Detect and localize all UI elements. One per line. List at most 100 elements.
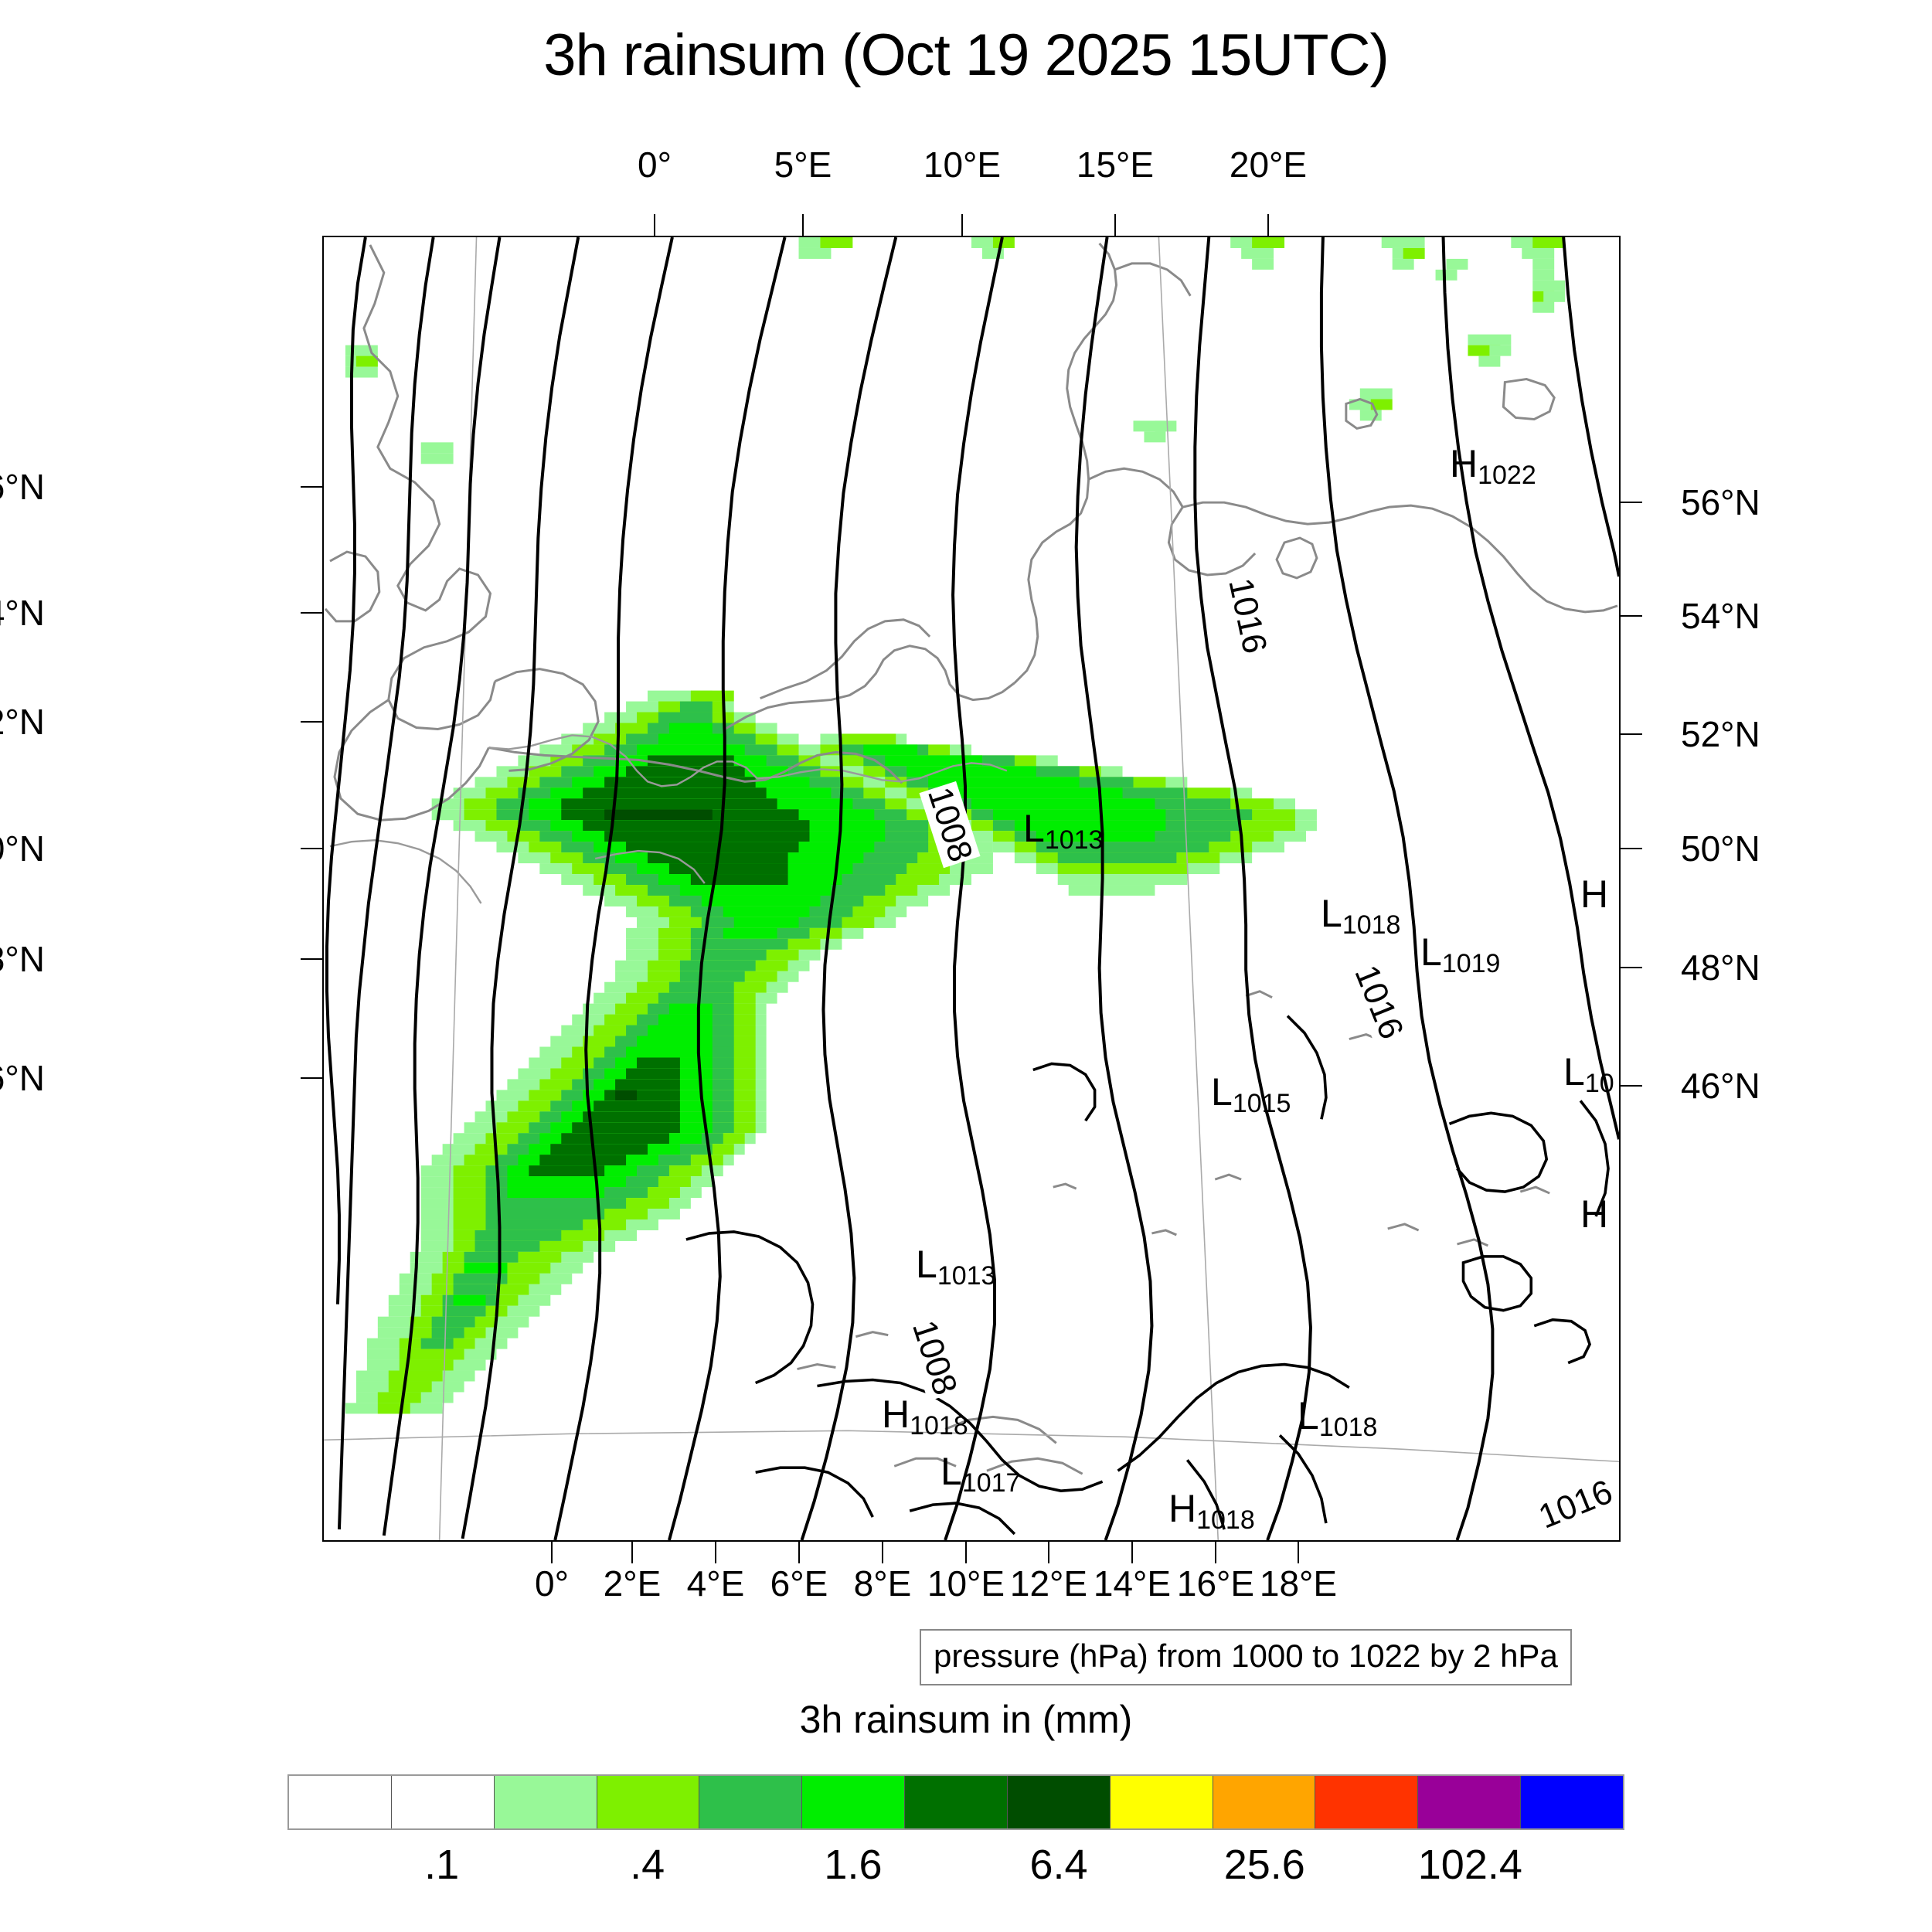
pressure-type: L	[940, 1450, 962, 1493]
axis-top-tick-0	[654, 214, 655, 236]
axis-bottom-label-0: 0°	[535, 1563, 569, 1604]
pressure-value: 1018	[1342, 910, 1401, 940]
page-title: 3h rainsum (Oct 19 2025 15UTC)	[0, 22, 1932, 89]
colorbar-swatch-12[interactable]	[1521, 1776, 1623, 1828]
pressure-value: 1015	[1233, 1089, 1291, 1118]
pressure-type: L	[1321, 892, 1342, 935]
axis-right-tick-5	[1621, 1085, 1642, 1087]
colorbar-swatch-7[interactable]	[1008, 1776, 1111, 1828]
colorbar-tick-4: 25.6	[1224, 1841, 1305, 1889]
pressure-type: L	[916, 1243, 937, 1286]
pressure-type: H	[882, 1393, 910, 1436]
axis-bottom-label-4: 8°E	[854, 1563, 912, 1604]
axis-bottom-tick-1	[631, 1542, 633, 1563]
colorbar-swatch-0[interactable]	[289, 1776, 392, 1828]
axis-left-tick-5	[301, 1077, 322, 1079]
axis-bottom-label-2: 4°E	[687, 1563, 745, 1604]
colorbar-swatch-9[interactable]	[1213, 1776, 1316, 1828]
colorbar-swatch-2[interactable]	[495, 1776, 597, 1828]
colorbar-tick-3: 6.4	[1029, 1841, 1087, 1889]
pressure-system-l-1013-a: L1013	[1023, 809, 1103, 848]
pressure-system-h-1018-a: H1018	[882, 1395, 968, 1434]
axis-bottom-tick-5	[965, 1542, 967, 1563]
axis-top-label-3: 15°E	[1077, 144, 1154, 185]
axis-left-label-4: 48°N	[0, 938, 45, 980]
colorbar-tick-5: 102.4	[1418, 1841, 1522, 1889]
colorbar-swatch-1[interactable]	[392, 1776, 495, 1828]
colorbar-title: 3h rainsum in (mm)	[0, 1697, 1932, 1742]
colorbar-swatch-11[interactable]	[1418, 1776, 1521, 1828]
colorbar-tick-1: .4	[630, 1841, 665, 1889]
map-canvas	[324, 237, 1619, 1540]
axis-right-label-1: 54°N	[1681, 595, 1760, 637]
axis-top-label-0: 0°	[638, 144, 672, 185]
pressure-system-l-1019: L1019	[1420, 933, 1500, 971]
axis-bottom-tick-4	[882, 1542, 883, 1563]
colorbar-swatch-4[interactable]	[699, 1776, 802, 1828]
pressure-system-h-1022: H1022	[1450, 444, 1536, 483]
axis-left-label-2: 52°N	[0, 701, 45, 743]
pressure-system-l-1018-b: L1018	[1298, 1396, 1377, 1435]
colorbar[interactable]	[287, 1774, 1624, 1830]
axis-right-label-3: 50°N	[1681, 828, 1760, 869]
pressure-value: 1017	[962, 1468, 1021, 1498]
axis-left-label-3: 50°N	[0, 828, 45, 869]
colorbar-swatch-8[interactable]	[1111, 1776, 1213, 1828]
pressure-type: H	[1580, 1192, 1608, 1236]
axis-bottom-label-7: 14°E	[1094, 1563, 1171, 1604]
pressure-type: L	[1298, 1394, 1319, 1437]
axis-bottom-tick-8	[1215, 1542, 1216, 1563]
pressure-type: H	[1580, 872, 1608, 916]
colorbar-tick-0: .1	[424, 1841, 459, 1889]
pressure-value: 10	[1585, 1069, 1614, 1098]
pressure-type: H	[1450, 442, 1478, 485]
colorbar-swatch-10[interactable]	[1315, 1776, 1418, 1828]
axis-right-label-5: 46°N	[1681, 1065, 1760, 1107]
axis-bottom-tick-7	[1131, 1542, 1133, 1563]
axis-right-tick-4	[1621, 967, 1642, 968]
colorbar-swatch-6[interactable]	[905, 1776, 1008, 1828]
axis-bottom-label-6: 12°E	[1010, 1563, 1087, 1604]
pressure-value: 1019	[1442, 949, 1501, 978]
pressure-value: 1018	[1196, 1505, 1255, 1535]
pressure-type: L	[1211, 1070, 1233, 1114]
pressure-type: L	[1023, 807, 1045, 850]
axis-bottom-tick-6	[1048, 1542, 1049, 1563]
pressure-system-l-edge: L10	[1563, 1053, 1614, 1091]
axis-bottom-label-8: 16°E	[1177, 1563, 1254, 1604]
pressure-system-l-1018-a: L1018	[1321, 894, 1400, 933]
axis-bottom-label-5: 10°E	[927, 1563, 1005, 1604]
pressure-value: 1013	[1045, 825, 1104, 855]
axis-bottom-label-3: 6°E	[770, 1563, 828, 1604]
axis-right-label-4: 48°N	[1681, 947, 1760, 988]
colorbar-tick-2: 1.6	[824, 1841, 882, 1889]
pressure-system-h-1018-b: H1018	[1168, 1489, 1255, 1528]
pressure-value: 1013	[937, 1261, 996, 1291]
colorbar-swatch-3[interactable]	[597, 1776, 700, 1828]
axis-right-tick-0	[1621, 502, 1642, 503]
axis-right-label-0: 56°N	[1681, 481, 1760, 523]
pressure-type: H	[1168, 1487, 1196, 1530]
colorbar-swatch-5[interactable]	[802, 1776, 905, 1828]
axis-bottom-label-9: 18°E	[1260, 1563, 1337, 1604]
pressure-caption-box: pressure (hPa) from 1000 to 1022 by 2 hP…	[920, 1629, 1572, 1685]
pressure-type: L	[1420, 930, 1442, 974]
axis-left-tick-2	[301, 721, 322, 723]
axis-bottom-tick-3	[798, 1542, 800, 1563]
axis-left-tick-0	[301, 486, 322, 488]
axis-right-tick-3	[1621, 848, 1642, 849]
weather-map-figure: 3h rainsum (Oct 19 2025 15UTC)	[0, 0, 1932, 1932]
map-plot-area[interactable]: 1016 1008 1016 1008 1016 1016 H1022 L101…	[322, 236, 1621, 1542]
axis-top-tick-4	[1267, 214, 1269, 236]
axis-left-tick-3	[301, 848, 322, 849]
axis-bottom-tick-2	[715, 1542, 716, 1563]
axis-right-label-2: 52°N	[1681, 713, 1760, 755]
pressure-system-l-1017: L1017	[940, 1452, 1020, 1491]
axis-top-tick-3	[1114, 214, 1116, 236]
axis-bottom-label-1: 2°E	[604, 1563, 662, 1604]
axis-left-label-5: 46°N	[0, 1057, 45, 1099]
axis-right-tick-1	[1621, 615, 1642, 617]
pressure-type: L	[1563, 1050, 1585, 1094]
axis-left-tick-4	[301, 958, 322, 960]
pressure-value: 1022	[1478, 461, 1536, 490]
